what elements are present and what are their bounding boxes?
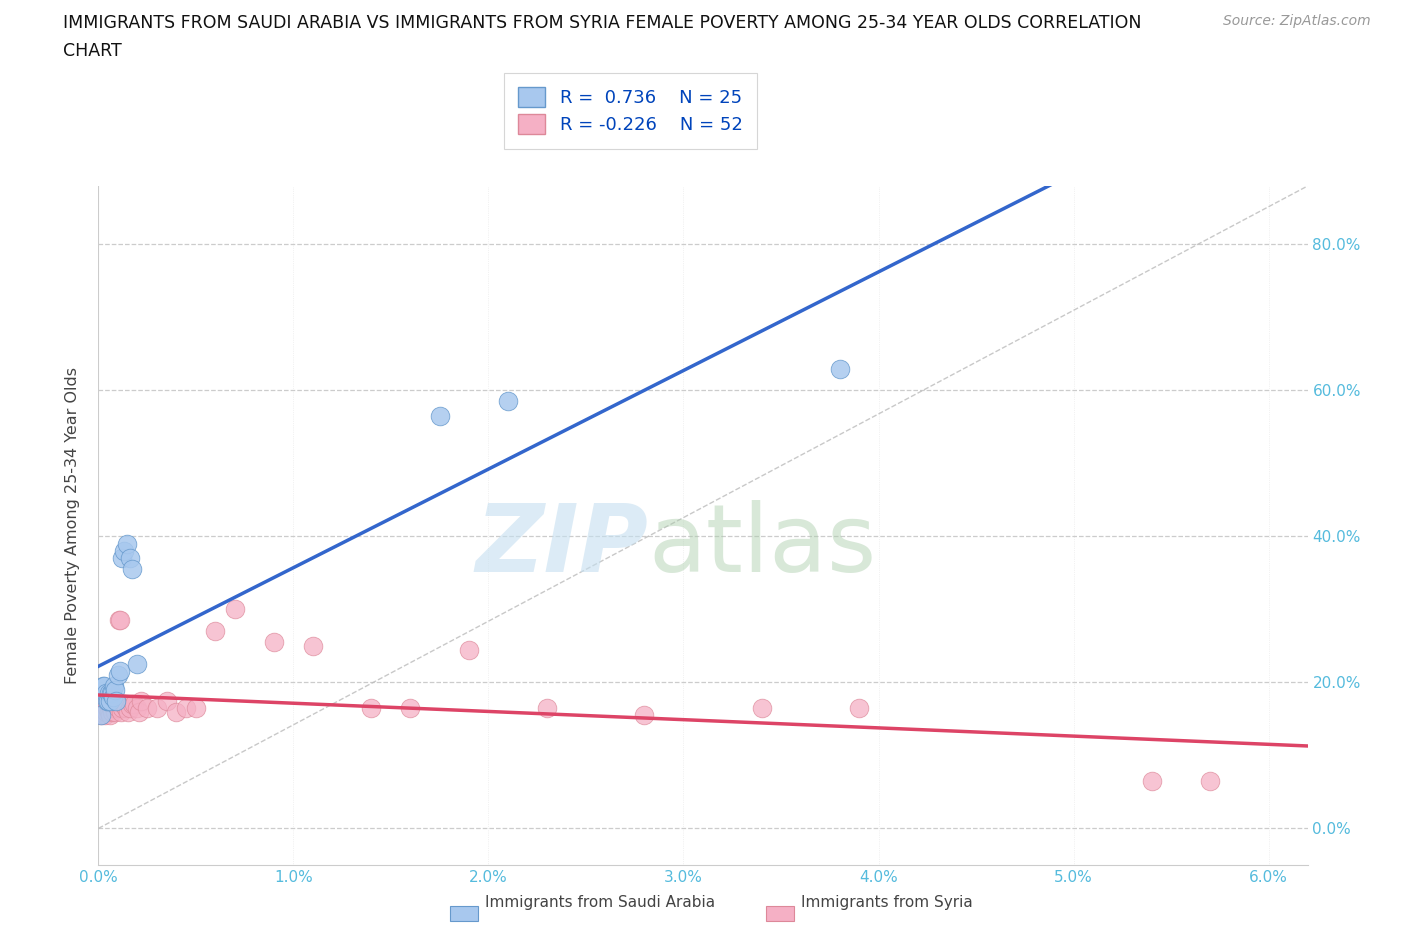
Text: IMMIGRANTS FROM SAUDI ARABIA VS IMMIGRANTS FROM SYRIA FEMALE POVERTY AMONG 25-34: IMMIGRANTS FROM SAUDI ARABIA VS IMMIGRAN… bbox=[63, 14, 1142, 32]
Point bbox=[108, 613, 131, 628]
Point bbox=[114, 700, 136, 715]
Point bbox=[94, 708, 117, 723]
Point bbox=[107, 700, 129, 715]
Point bbox=[751, 700, 773, 715]
Point bbox=[110, 704, 132, 719]
Point bbox=[122, 697, 145, 711]
Point bbox=[399, 700, 422, 715]
Point bbox=[828, 361, 851, 376]
Point bbox=[96, 693, 118, 708]
Point bbox=[97, 697, 120, 711]
Point bbox=[91, 679, 114, 694]
Point bbox=[90, 708, 112, 723]
Point bbox=[117, 704, 139, 719]
Point bbox=[89, 700, 111, 715]
Point bbox=[107, 668, 129, 683]
Point bbox=[101, 704, 124, 719]
Point bbox=[848, 700, 870, 715]
Point bbox=[111, 700, 134, 715]
Text: Source: ZipAtlas.com: Source: ZipAtlas.com bbox=[1223, 14, 1371, 28]
Point bbox=[128, 704, 150, 719]
Point bbox=[98, 704, 121, 719]
Point bbox=[174, 700, 197, 715]
Point bbox=[184, 700, 207, 715]
Y-axis label: Female Poverty Among 25-34 Year Olds: Female Poverty Among 25-34 Year Olds bbox=[65, 367, 80, 684]
Point bbox=[96, 704, 118, 719]
Point bbox=[97, 693, 120, 708]
Text: atlas: atlas bbox=[648, 499, 877, 591]
Point bbox=[458, 642, 481, 657]
Point bbox=[263, 635, 285, 650]
Point bbox=[121, 697, 143, 711]
Point bbox=[89, 704, 111, 719]
Point bbox=[146, 700, 169, 715]
Point bbox=[1199, 774, 1222, 789]
Point bbox=[96, 700, 118, 715]
Point bbox=[111, 551, 134, 565]
Point bbox=[93, 679, 115, 694]
Point bbox=[93, 700, 115, 715]
Point bbox=[115, 537, 138, 551]
Point bbox=[302, 639, 325, 654]
Point bbox=[127, 700, 149, 715]
Point bbox=[112, 697, 135, 711]
Point bbox=[429, 408, 451, 423]
Text: Immigrants from Syria: Immigrants from Syria bbox=[801, 895, 973, 910]
Point bbox=[103, 700, 125, 715]
Point bbox=[104, 704, 127, 719]
Text: Immigrants from Saudi Arabia: Immigrants from Saudi Arabia bbox=[485, 895, 716, 910]
Point bbox=[100, 700, 122, 715]
Point bbox=[1140, 774, 1163, 789]
Point bbox=[104, 683, 127, 698]
Point bbox=[98, 693, 121, 708]
Point bbox=[536, 700, 558, 715]
Point bbox=[156, 693, 179, 708]
Point bbox=[118, 551, 141, 565]
Point bbox=[103, 679, 125, 694]
Point bbox=[91, 697, 114, 711]
Point bbox=[104, 693, 127, 708]
Point bbox=[98, 708, 121, 723]
Point bbox=[100, 686, 122, 701]
Legend: R =  0.736    N = 25, R = -0.226    N = 52: R = 0.736 N = 25, R = -0.226 N = 52 bbox=[503, 73, 756, 149]
Point bbox=[101, 689, 124, 704]
Point bbox=[127, 657, 149, 671]
Point bbox=[360, 700, 382, 715]
Point bbox=[496, 394, 519, 409]
Point bbox=[136, 700, 159, 715]
Point bbox=[101, 686, 124, 701]
Point bbox=[91, 704, 114, 719]
Point bbox=[108, 664, 131, 679]
Point bbox=[98, 686, 121, 701]
Text: CHART: CHART bbox=[63, 42, 122, 60]
Point bbox=[111, 697, 134, 711]
Point bbox=[165, 704, 187, 719]
Point bbox=[121, 562, 143, 577]
Point bbox=[90, 708, 112, 723]
Text: ZIP: ZIP bbox=[475, 499, 648, 591]
Point bbox=[101, 697, 124, 711]
Point bbox=[131, 693, 153, 708]
Point bbox=[108, 613, 131, 628]
Point bbox=[224, 602, 246, 617]
Point bbox=[104, 697, 127, 711]
Point bbox=[633, 708, 655, 723]
Point bbox=[112, 543, 135, 558]
Point bbox=[118, 700, 141, 715]
Point bbox=[96, 686, 118, 701]
Point bbox=[204, 624, 226, 639]
